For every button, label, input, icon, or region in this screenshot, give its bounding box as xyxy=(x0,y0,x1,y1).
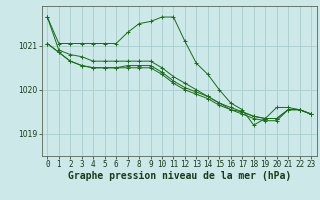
X-axis label: Graphe pression niveau de la mer (hPa): Graphe pression niveau de la mer (hPa) xyxy=(68,171,291,181)
